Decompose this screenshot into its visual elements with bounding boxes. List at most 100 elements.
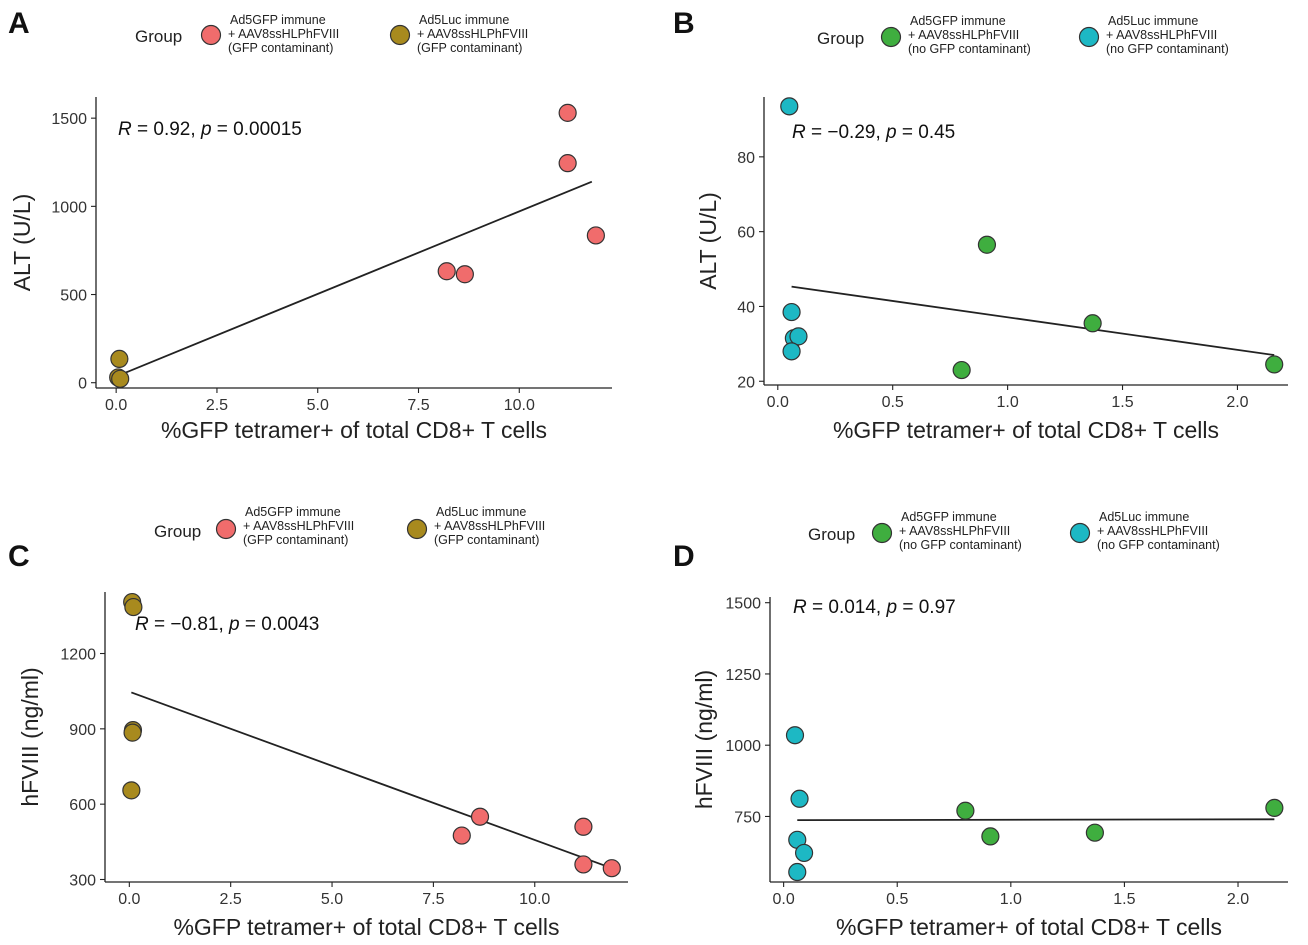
legend-entry-label: Ad5GFP immune + AAV8ssHLPhFVIII (no GFP co… [899, 510, 1022, 552]
y-tick-label: 600 [69, 797, 96, 814]
panel-letter: D [673, 540, 695, 573]
y-tick-label: 20 [737, 374, 755, 391]
x-tick-label: 2.5 [220, 891, 242, 908]
data-point [110, 349, 129, 368]
data-point [574, 855, 593, 874]
panel-c: C Group Ad5GFP immune + AAV8ssHLPhFVIII (GFP… [8, 505, 628, 940]
legend-entry-label: Ad5Luc immune + AAV8ssHLPhFVIII (no GFP co… [1097, 510, 1220, 552]
series [452, 807, 621, 878]
legend-swatch [200, 24, 222, 46]
y-tick-label: 300 [69, 872, 96, 889]
data-point [977, 235, 997, 254]
x-axis-title: %GFP tetramer+ of total CD8+ T cells [833, 417, 1219, 443]
y-tick-label: 1200 [60, 647, 96, 664]
series [956, 798, 1284, 846]
y-tick-label: 500 [60, 288, 87, 305]
y-axis-title: ALT (U/L) [9, 194, 35, 292]
y-tick-label: 1000 [51, 199, 87, 216]
legend-entry-label: Ad5Luc immune + AAV8ssHLPhFVIII (GFP conta… [434, 505, 545, 547]
correlation-annotation: R = 0.014, p = 0.97 [793, 597, 956, 618]
y-tick-label: 1500 [51, 111, 87, 128]
legend-title: Group [817, 29, 864, 48]
data-point [952, 360, 971, 380]
x-tick-label: 1.5 [1113, 891, 1135, 908]
y-tick-label: 0 [78, 376, 87, 393]
y-tick-label: 60 [737, 225, 755, 242]
legend-title: Group [808, 525, 855, 544]
panel-a: A Group Ad5GFP immune + AAV8ssHLPhFVIII (GFP… [8, 7, 612, 443]
legend-swatch [406, 518, 428, 540]
series [785, 726, 814, 882]
y-tick-label: 1250 [725, 667, 761, 684]
x-tick-label: 10.0 [519, 891, 550, 908]
x-tick-label: 0.5 [886, 891, 908, 908]
data-point [780, 97, 799, 116]
x-tick-label: 0.5 [882, 394, 904, 411]
legend-swatch [389, 24, 411, 46]
data-point [437, 262, 456, 281]
data-point [122, 781, 141, 800]
legend: Group Ad5GFP immune + AAV8ssHLPhFVIII (no G… [808, 510, 1220, 552]
legend: Group Ad5GFP immune + AAV8ssHLPhFVIII (GFP … [154, 505, 545, 547]
y-tick-label: 80 [737, 150, 755, 167]
data-point [785, 726, 805, 745]
x-tick-label: 10.0 [504, 397, 535, 414]
data-point [1265, 355, 1284, 374]
data-point [124, 597, 143, 617]
correlation-annotation: R = −0.81, p = 0.0043 [135, 614, 319, 635]
panel-letter: A [8, 7, 30, 40]
data-point [586, 226, 605, 245]
y-axis-title: hFVIII (ng/ml) [691, 670, 717, 809]
legend-entry-label: Ad5GFP immune + AAV8ssHLPhFVIII (GFP conta… [228, 13, 339, 55]
data-point [794, 843, 814, 863]
legend-entry-label: Ad5Luc immune + AAV8ssHLPhFVIII (GFP conta… [417, 13, 528, 55]
x-tick-label: 5.0 [321, 891, 343, 908]
y-tick-label: 1000 [725, 738, 761, 755]
correlation-annotation: R = 0.92, p = 0.00015 [118, 119, 302, 140]
data-point [558, 103, 577, 122]
regression-line [797, 818, 1275, 822]
correlation-annotation: R = −0.29, p = 0.45 [792, 122, 955, 143]
legend-title: Group [154, 522, 201, 541]
data-point [123, 723, 142, 742]
x-axis-title: %GFP tetramer+ of total CD8+ T cells [836, 914, 1222, 940]
data-point [789, 327, 808, 346]
legend-swatch [1078, 26, 1100, 48]
y-tick-label: 1500 [725, 596, 761, 613]
legend-swatch [871, 522, 893, 544]
data-point [455, 265, 474, 284]
x-tick-label: 0.0 [105, 397, 127, 414]
y-axis-title: hFVIII (ng/ml) [17, 667, 43, 806]
data-point [574, 817, 593, 836]
legend-title: Group [135, 27, 182, 46]
data-point [788, 862, 807, 882]
panel-letter: B [673, 7, 695, 40]
x-tick-label: 0.0 [773, 891, 795, 908]
data-point [1265, 798, 1284, 818]
data-point [956, 801, 975, 820]
x-axis-title: %GFP tetramer+ of total CD8+ T cells [161, 417, 547, 443]
data-point [470, 807, 490, 826]
data-point [1083, 314, 1102, 333]
x-tick-label: 1.0 [1000, 891, 1022, 908]
y-axis-title: ALT (U/L) [695, 192, 721, 290]
legend-swatch [1069, 522, 1091, 544]
legend: Group Ad5GFP immune + AAV8ssHLPhFVIII (no G… [817, 14, 1229, 56]
data-point [111, 369, 130, 388]
legend-swatch [880, 26, 902, 48]
data-point [981, 827, 1000, 846]
data-point [602, 859, 621, 878]
x-tick-label: 2.5 [206, 397, 228, 414]
panel-d: D Group Ad5GFP immune + AAV8ssHLPhFVIII (no … [673, 510, 1288, 940]
legend-entry-label: Ad5Luc immune + AAV8ssHLPhFVIII (no GFP co… [1106, 14, 1229, 56]
x-axis-title: %GFP tetramer+ of total CD8+ T cells [173, 914, 559, 940]
series [437, 103, 605, 284]
regression-line [131, 691, 613, 870]
series [780, 97, 808, 361]
x-tick-label: 7.5 [422, 891, 444, 908]
x-tick-label: 0.0 [767, 394, 789, 411]
regression-line [117, 180, 593, 377]
panel-letter: C [8, 540, 30, 573]
legend-entry-label: Ad5GFP immune + AAV8ssHLPhFVIII (no GFP co… [908, 14, 1031, 56]
